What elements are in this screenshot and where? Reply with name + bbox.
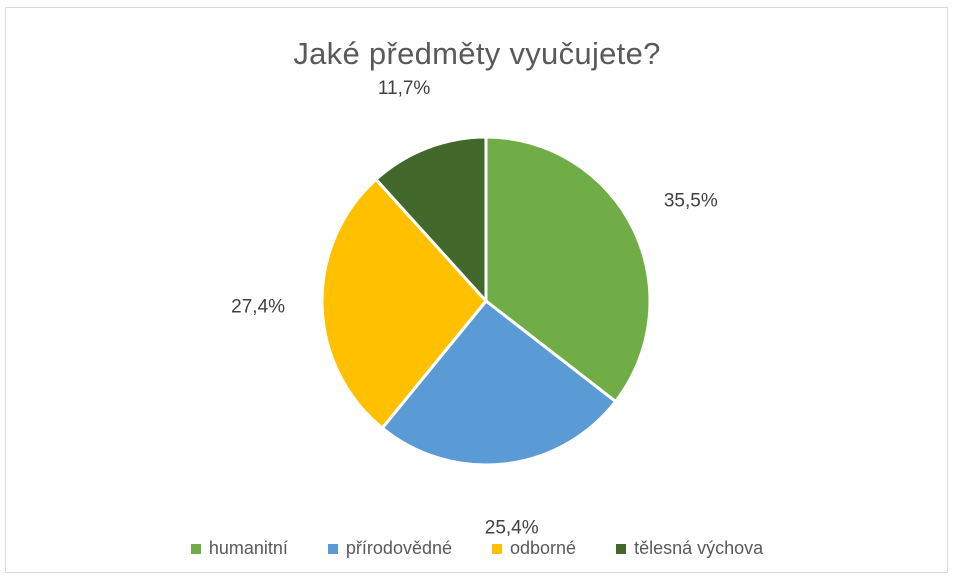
data-label-2: 25,4% bbox=[485, 518, 539, 539]
data-label-3: 27,4% bbox=[231, 297, 285, 318]
legend-item-telesna-vychova[interactable]: tělesná výchova bbox=[616, 538, 763, 559]
legend-swatch bbox=[190, 543, 201, 554]
data-label-1: 35,5% bbox=[664, 191, 718, 212]
legend: humanitní přírodovědné odborné tělesná v… bbox=[0, 538, 954, 559]
data-label-4: 11,7% bbox=[378, 78, 431, 99]
legend-item-humanitni[interactable]: humanitní bbox=[190, 538, 288, 559]
chart-title: Jaké předměty vyučujete? bbox=[293, 36, 661, 71]
pie-slice-4[interactable] bbox=[374, 135, 488, 303]
pie-slice-1[interactable] bbox=[484, 135, 652, 404]
pie-data-labels: 35,5% 25,4% 27,4% 11,7% bbox=[231, 78, 718, 538]
legend-item-prirodovedne[interactable]: přírodovědné bbox=[327, 538, 452, 559]
legend-label: humanitní bbox=[208, 538, 288, 558]
pie-slice-2[interactable] bbox=[380, 299, 618, 467]
legend-label: odborné bbox=[510, 538, 577, 558]
legend-item-odborne[interactable]: odborné bbox=[492, 538, 576, 559]
pie-slices bbox=[320, 135, 652, 467]
legend-label: přírodovědné bbox=[345, 538, 452, 558]
pie-slice-3[interactable] bbox=[320, 177, 488, 430]
legend-swatch bbox=[492, 543, 502, 554]
legend-swatch bbox=[616, 543, 627, 554]
legend-label: tělesná výchova bbox=[634, 538, 764, 558]
legend-swatch bbox=[327, 543, 338, 554]
